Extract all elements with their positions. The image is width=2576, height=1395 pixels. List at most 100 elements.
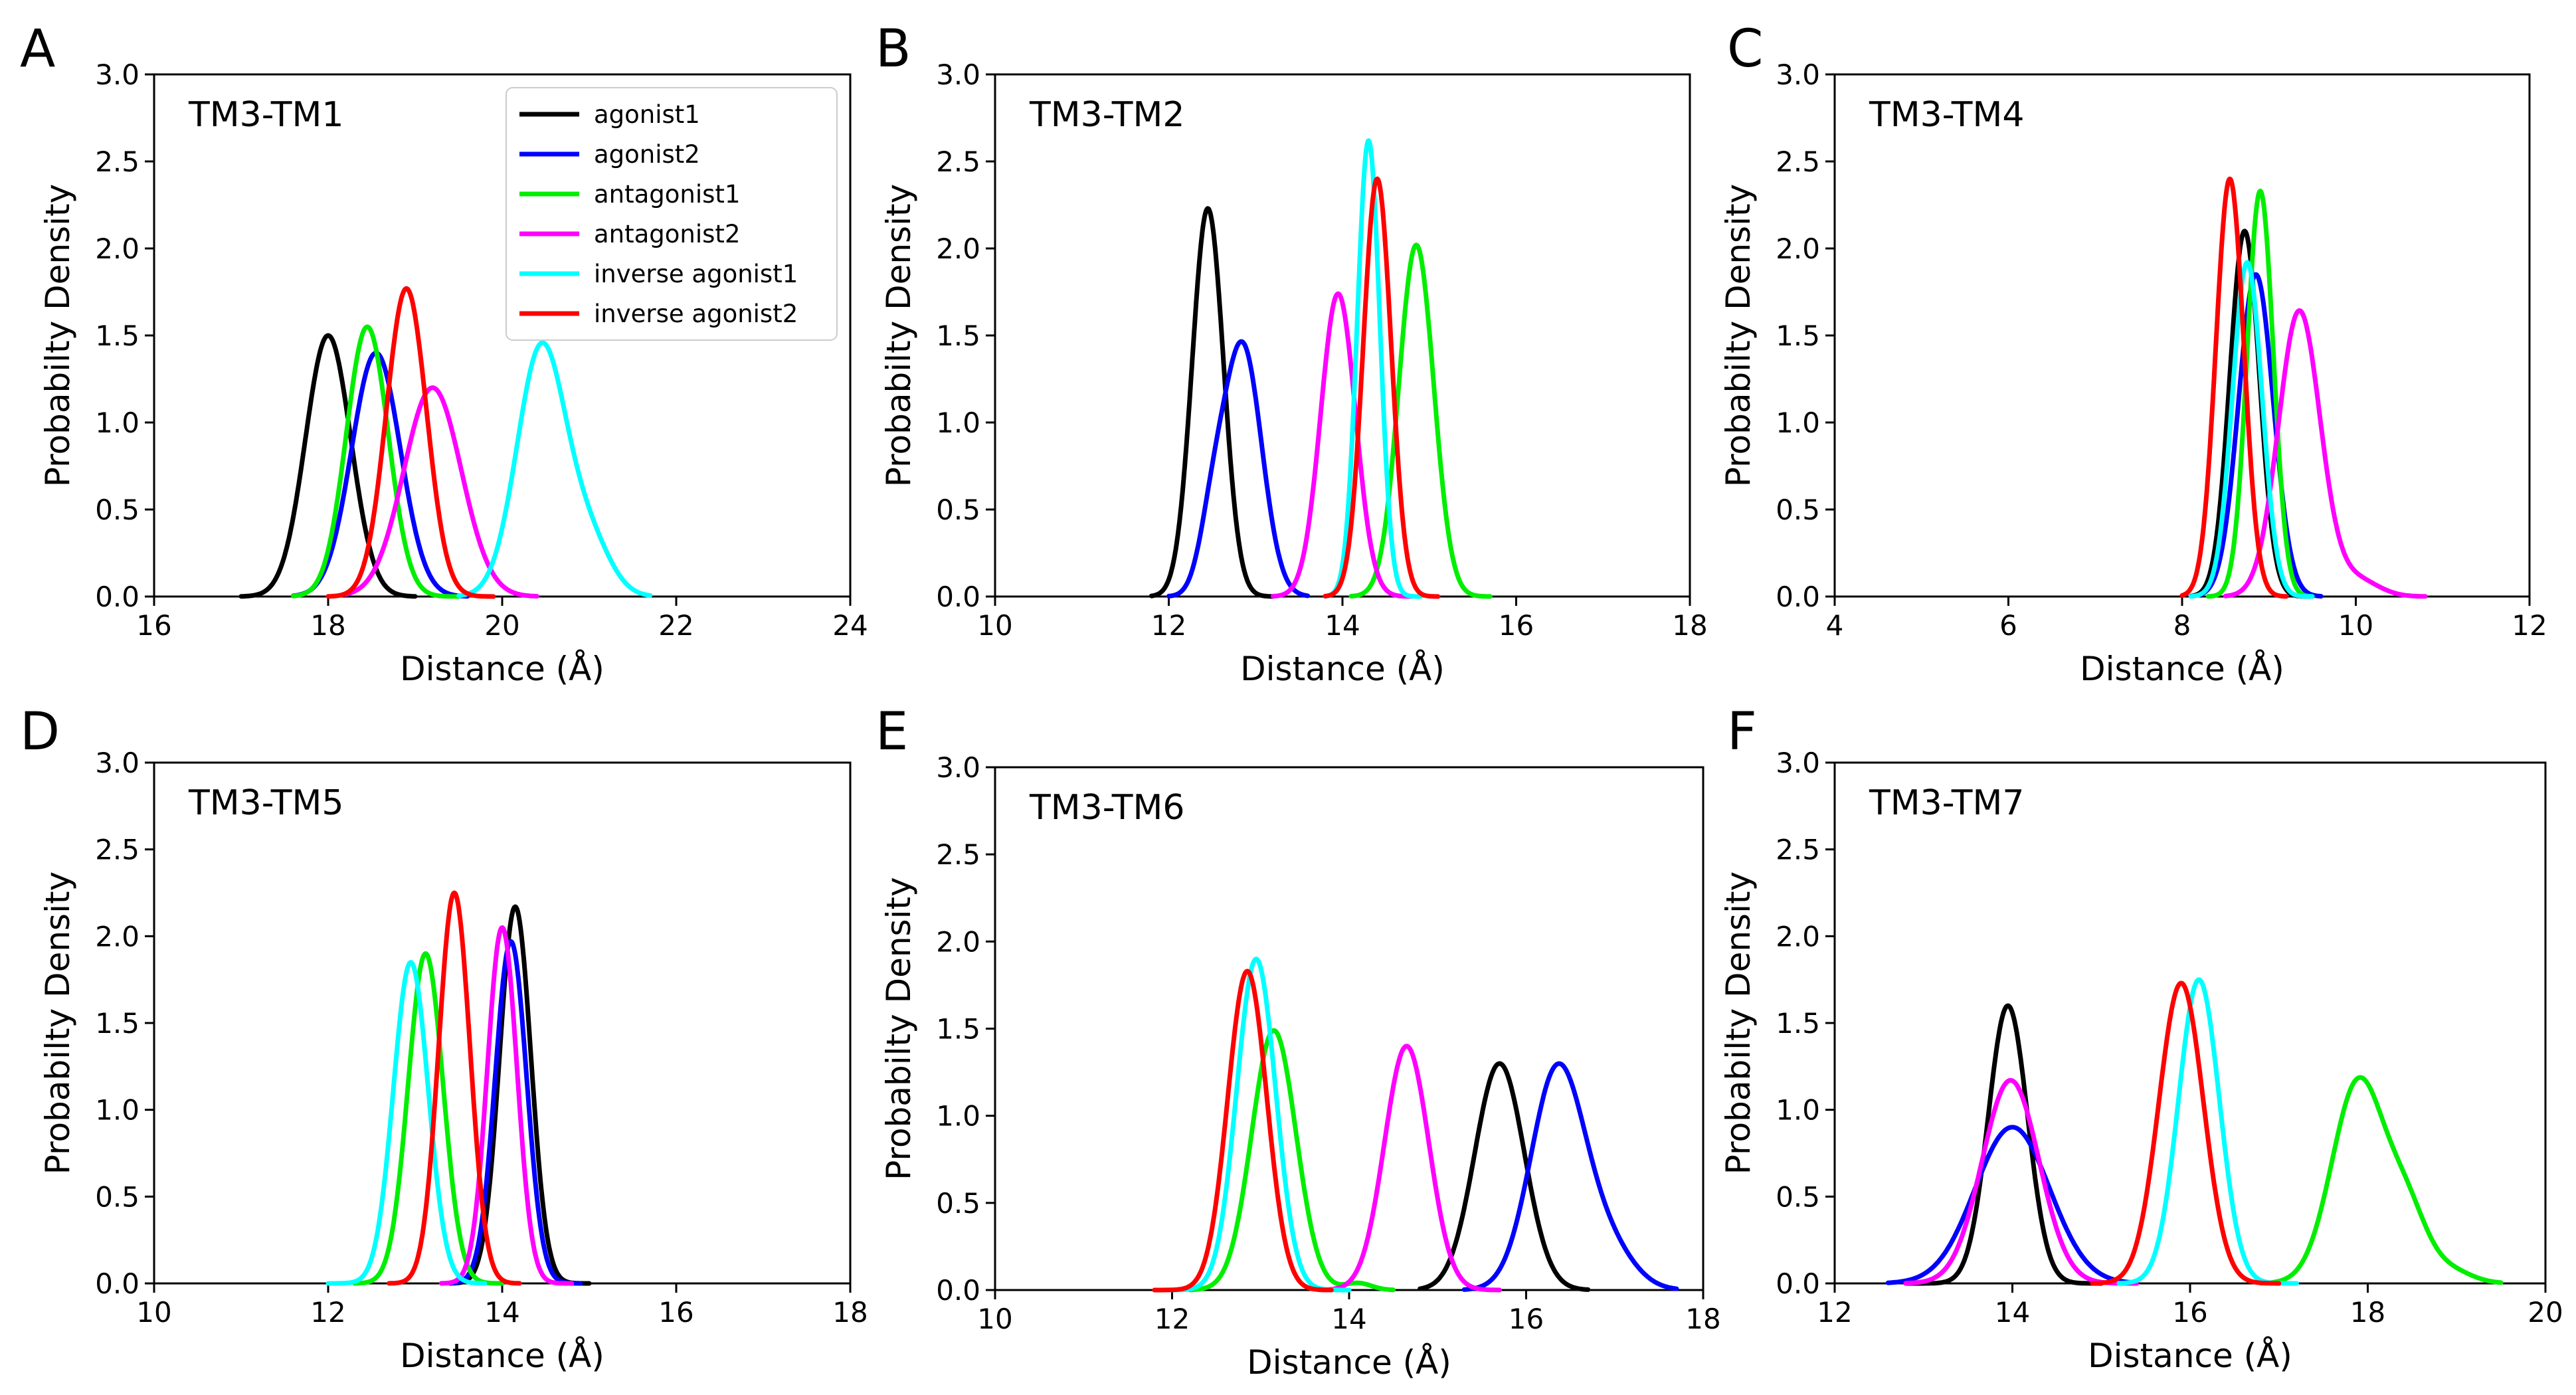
x-tick-label: 10 <box>977 609 1012 642</box>
y-tick-label: 1.0 <box>95 1094 139 1127</box>
x-tick-label: 14 <box>1325 609 1360 642</box>
y-tick-label: 2.5 <box>936 145 980 178</box>
y-tick-label: 1.0 <box>936 1100 980 1133</box>
x-tick-label: 16 <box>1499 609 1534 642</box>
y-tick-label: 2.5 <box>936 838 980 871</box>
plot-frame <box>994 73 1691 598</box>
legend-label-agonist2: agonist2 <box>594 140 700 169</box>
y-tick-label: 1.5 <box>936 320 980 352</box>
x-tick-label: 10 <box>2338 609 2373 642</box>
y-tick-label: 0.5 <box>95 494 139 526</box>
y-tick-label: 0.0 <box>1776 1267 1820 1300</box>
x-tick-label: 14 <box>1331 1303 1366 1335</box>
y-tick-label: 0.0 <box>95 1267 139 1300</box>
series-line-antagonist1 <box>1348 242 1493 599</box>
x-tick-label: 24 <box>832 609 868 642</box>
x-tick-label: 6 <box>1999 609 2017 642</box>
y-tick-label: 0.5 <box>1776 494 1820 526</box>
y-tick-label: 2.0 <box>95 232 139 265</box>
panel-e: E 0.0 0.5 1.0 1.5 2.0 2.5 3.0 10 12 14 16 18 Distance… <box>875 702 1721 1382</box>
legend-box <box>506 87 838 341</box>
panel-letter: D <box>20 702 60 762</box>
plot-frame <box>1833 73 2531 598</box>
x-tick-label: 12 <box>310 1296 345 1329</box>
y-tick-label: 0.5 <box>1776 1180 1820 1213</box>
y-axis-label: Probabilty Density <box>1719 184 1758 487</box>
x-tick-label: 4 <box>1826 609 1844 642</box>
y-tick-label: 0.0 <box>936 581 980 613</box>
plot-frame <box>1833 761 2547 1285</box>
panel-letter: A <box>20 19 55 79</box>
panel-letter: F <box>1727 702 1757 762</box>
x-tick-label: 18 <box>1685 1303 1720 1335</box>
panel-c: C 0.0 0.5 1.0 1.5 2.0 2.5 3.0 4 6 8 10 12 Distance (Å… <box>1719 19 2547 688</box>
y-tick-label: 0.0 <box>95 581 139 613</box>
series-line-inverse-agonist1 <box>1323 138 1424 599</box>
series-line-inverse-agonist2 <box>2090 980 2282 1286</box>
series-line-antagonist2 <box>1270 291 1415 599</box>
y-axis-label: Probabilty Density <box>879 877 918 1180</box>
y-tick-label: 2.0 <box>1776 232 1820 265</box>
legend-label-antagonist1: antagonist1 <box>594 180 740 209</box>
x-tick-label: 16 <box>2172 1296 2207 1329</box>
series-line-inverse-agonist2 <box>1152 969 1334 1293</box>
panel-f: F 0.0 0.5 1.0 1.5 2.0 2.5 3.0 12 14 16 18 20 Distance… <box>1719 702 2563 1375</box>
panel-letter: E <box>875 702 908 762</box>
series-line-agonist2 <box>2197 272 2324 599</box>
y-tick-label: 0.5 <box>936 494 980 526</box>
y-tick-label: 1.5 <box>95 1007 139 1040</box>
x-tick-label: 18 <box>832 1296 868 1329</box>
series-line-agonist1 <box>238 333 418 599</box>
y-tick-label: 1.5 <box>1776 1007 1820 1040</box>
panel-a: A 0.0 0.5 1.0 1.5 2.0 2.5 3.0 16 18 20 22 24 Distance… <box>20 19 868 688</box>
x-tick-label: 22 <box>658 609 693 642</box>
series-line-antagonist2 <box>1320 1044 1502 1293</box>
series-line-inverse-agonist1 <box>1170 957 1352 1293</box>
series-line-inverse-agonist2 <box>2179 176 2289 599</box>
series-line-antagonist1 <box>2258 1075 2504 1286</box>
y-tick-label: 1.0 <box>936 407 980 439</box>
y-tick-label: 0.5 <box>95 1180 139 1213</box>
y-tick-label: 2.0 <box>936 232 980 265</box>
series-line-agonist2 <box>1461 1061 1679 1292</box>
series-line-antagonist2 <box>2223 308 2428 599</box>
y-tick-label: 2.0 <box>936 925 980 958</box>
legend-label-inverse-agonist1: inverse agonist1 <box>594 260 798 288</box>
series-line-inverse-agonist2 <box>1323 176 1441 599</box>
panel-title: TM3-TM5 <box>188 783 343 823</box>
series-line-inverse-agonist2 <box>387 890 522 1286</box>
panel-title: TM3-TM6 <box>1029 788 1184 828</box>
y-axis-label: Probabilty Density <box>1719 872 1758 1174</box>
series-line-agonist1 <box>1149 206 1275 599</box>
y-tick-label: 1.5 <box>936 1013 980 1046</box>
legend-label-antagonist2: antagonist2 <box>594 220 740 248</box>
x-tick-label: 10 <box>136 1296 171 1329</box>
x-axis-label: Distance (Å) <box>2088 1337 2292 1375</box>
y-tick-label: 2.5 <box>95 145 139 178</box>
x-tick-label: 12 <box>1154 1303 1190 1335</box>
y-tick-label: 2.0 <box>1776 920 1820 953</box>
y-tick-label: 1.0 <box>1776 1094 1820 1127</box>
x-axis-label: Distance (Å) <box>1240 650 1445 688</box>
panel-letter: C <box>1727 19 1763 79</box>
series-line-antagonist2 <box>343 385 539 599</box>
y-tick-label: 3.0 <box>936 751 980 784</box>
series-line-agonist2 <box>1166 339 1311 599</box>
series-line-agonist2 <box>447 939 583 1286</box>
x-tick-label: 10 <box>977 1303 1012 1335</box>
x-axis-label: Distance (Å) <box>2080 650 2284 688</box>
series-line-antagonist1 <box>1187 1028 1396 1293</box>
y-tick-label: 3.0 <box>936 58 980 91</box>
y-axis-label: Probabilty Density <box>879 184 918 487</box>
series-line-agonist1 <box>1903 1003 2104 1286</box>
series-line-antagonist2 <box>438 925 575 1286</box>
x-tick-label: 16 <box>658 1296 693 1329</box>
x-tick-label: 12 <box>2512 609 2547 642</box>
y-tick-label: 0.0 <box>1776 581 1820 613</box>
y-tick-label: 0.0 <box>936 1274 980 1307</box>
x-axis-label: Distance (Å) <box>400 1337 604 1375</box>
series-line-agonist1 <box>1418 1061 1591 1292</box>
legend-label-inverse-agonist2: inverse agonist2 <box>594 300 798 328</box>
x-tick-label: 14 <box>484 1296 519 1329</box>
x-tick-label: 12 <box>1817 1296 1852 1329</box>
